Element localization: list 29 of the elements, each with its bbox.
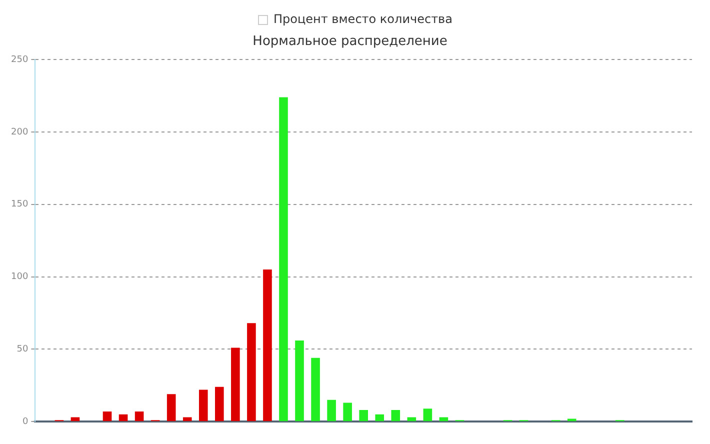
bar (327, 400, 336, 422)
bar (198, 390, 208, 422)
bar (215, 386, 224, 422)
chart-title: Нормальное распределение (252, 34, 448, 50)
bar (359, 410, 368, 422)
bar (375, 414, 384, 422)
bar (407, 417, 416, 422)
y-tick-label: 50 (16, 344, 28, 355)
y-tick-label: 200 (10, 127, 28, 138)
y-tick-label: 250 (10, 54, 28, 65)
bar (118, 414, 128, 422)
y-tick-label: 100 (10, 272, 28, 282)
bar (567, 418, 576, 422)
bar (423, 408, 432, 422)
bar (279, 97, 288, 422)
bar (263, 270, 272, 422)
bar (182, 417, 192, 422)
bar (311, 358, 320, 422)
bar (231, 348, 240, 422)
y-tick-label: 150 (10, 200, 28, 210)
bar (391, 410, 400, 422)
bar (166, 394, 176, 422)
bar (134, 411, 144, 422)
bar (247, 323, 256, 422)
bar (102, 411, 112, 422)
y-tick-label: 0 (22, 416, 28, 427)
text: Процент вместо количества (274, 12, 452, 26)
bar (343, 402, 352, 422)
bar (295, 340, 304, 422)
